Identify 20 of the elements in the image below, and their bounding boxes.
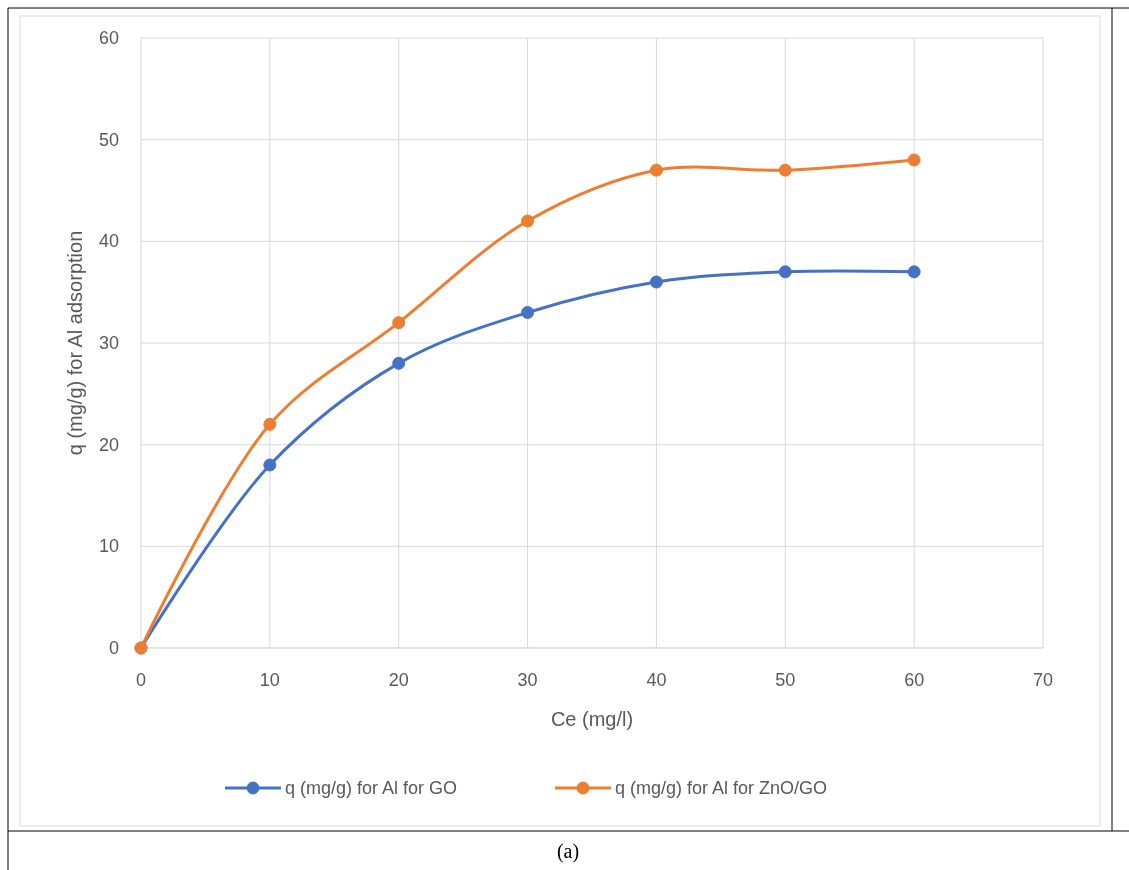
text: (a) [556, 840, 580, 863]
x-tick-label: 10 [259, 670, 280, 690]
y-tick-label: 10 [98, 536, 119, 557]
x-axis-title: Ce (mg/l) [550, 708, 634, 730]
y-axis-title: q (mg/g) for Al adsorption [64, 230, 86, 456]
x-tick-label: 0 [135, 670, 147, 690]
y-tick-label: 50 [98, 129, 119, 150]
x-tick-label: 20 [388, 670, 409, 690]
y-tick-label: 20 [98, 434, 119, 455]
legend-label: q (mg/g) for Al for GO [285, 778, 458, 798]
x-tick-label: 60 [904, 670, 925, 690]
x-tick-label: 70 [1032, 670, 1054, 690]
x-tick-label: 30 [517, 670, 538, 690]
y-tick-label: 0 [108, 638, 119, 658]
x-tick-label: 50 [775, 670, 796, 690]
y-tick-label: 60 [98, 28, 119, 48]
y-tick-label: 40 [98, 231, 119, 252]
x-tick-label: 40 [646, 670, 667, 690]
legend-label: q (mg/g) for Al for ZnO/GO [615, 778, 828, 798]
y-tick-label: 30 [98, 333, 119, 353]
